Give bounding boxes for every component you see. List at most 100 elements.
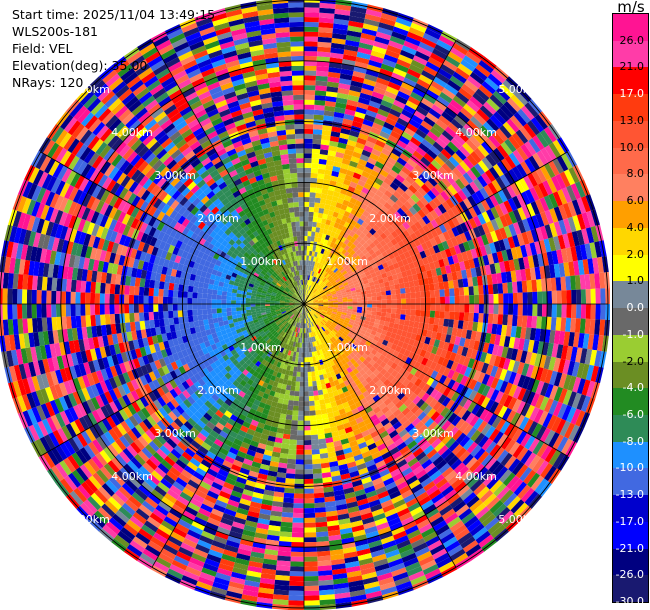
velocity-cell xyxy=(352,233,360,240)
velocity-cell xyxy=(339,286,345,291)
velocity-cell xyxy=(518,177,530,192)
velocity-cell xyxy=(438,281,445,290)
velocity-cell xyxy=(311,294,316,298)
velocity-cell xyxy=(451,181,462,193)
velocity-cell xyxy=(449,246,457,256)
velocity-cell xyxy=(562,202,573,219)
velocity-cell xyxy=(357,304,363,308)
velocity-cell xyxy=(377,26,393,36)
velocity-cell xyxy=(307,231,312,237)
velocity-cell xyxy=(567,201,577,217)
velocity-cell xyxy=(423,152,435,163)
velocity-cell xyxy=(369,228,377,236)
velocity-cell xyxy=(398,232,406,241)
velocity-cell xyxy=(409,240,417,249)
velocity-cell xyxy=(332,282,338,287)
velocity-cell xyxy=(345,35,361,43)
velocity-cell xyxy=(532,304,538,317)
velocity-cell xyxy=(372,238,380,246)
velocity-cell xyxy=(481,211,491,223)
velocity-cell xyxy=(406,256,413,264)
velocity-cell xyxy=(436,193,446,204)
velocity-cell xyxy=(410,22,427,33)
velocity-cell xyxy=(527,292,533,304)
velocity-cell xyxy=(364,194,373,202)
velocity-cell xyxy=(513,90,529,106)
velocity-cell xyxy=(288,449,297,455)
velocity-cell xyxy=(320,193,328,200)
velocity-cell xyxy=(367,304,373,308)
velocity-cell xyxy=(443,281,450,290)
velocity-cell xyxy=(464,295,470,304)
velocity-cell xyxy=(408,184,418,194)
velocity-cell xyxy=(350,156,360,164)
velocity-cell xyxy=(345,267,352,273)
velocity-cell xyxy=(291,532,304,538)
velocity-cell xyxy=(585,289,591,304)
velocity-cell xyxy=(304,211,309,217)
velocity-cell xyxy=(462,55,479,68)
velocity-cell xyxy=(317,298,323,301)
velocity-cell xyxy=(316,536,329,542)
velocity-cell xyxy=(464,230,472,242)
velocity-cell xyxy=(292,522,304,528)
velocity-cell xyxy=(381,295,387,300)
velocity-cell xyxy=(384,189,393,199)
velocity-cell xyxy=(381,272,388,279)
velocity-cell xyxy=(297,357,302,363)
velocity-cell xyxy=(310,256,315,262)
velocity-cell xyxy=(362,228,370,236)
velocity-cell xyxy=(414,285,421,293)
velocity-cell xyxy=(321,265,326,271)
velocity-cell xyxy=(412,55,428,66)
velocity-cell xyxy=(398,183,409,192)
velocity-cell xyxy=(470,151,482,164)
velocity-cell xyxy=(459,175,470,187)
velocity-cell xyxy=(376,274,383,280)
velocity-cell xyxy=(413,110,426,121)
velocity-cell xyxy=(337,87,350,95)
velocity-cell xyxy=(320,198,327,205)
velocity-cell xyxy=(499,202,509,215)
velocity-cell xyxy=(379,239,387,247)
velocity-cell xyxy=(311,454,321,460)
velocity-cell xyxy=(328,270,334,276)
velocity-cell xyxy=(368,100,381,109)
velocity-cell xyxy=(467,239,476,250)
velocity-cell xyxy=(435,251,443,261)
velocity-cell xyxy=(337,224,344,231)
velocity-cell xyxy=(376,311,382,317)
velocity-cell xyxy=(406,31,423,42)
velocity-cell xyxy=(347,25,363,33)
velocity-cell xyxy=(335,278,341,283)
velocity-cell xyxy=(394,227,403,236)
velocity-cell xyxy=(290,566,304,572)
velocity-cell xyxy=(357,47,372,55)
velocity-cell xyxy=(372,193,382,202)
velocity-cell xyxy=(311,148,321,154)
velocity-cell xyxy=(493,293,499,304)
velocity-cell xyxy=(438,213,448,224)
velocity-cell xyxy=(576,304,582,319)
velocity-cell xyxy=(364,114,376,123)
velocity-cell xyxy=(363,145,374,153)
velocity-cell xyxy=(406,158,418,168)
velocity-cell xyxy=(546,291,553,304)
velocity-cell xyxy=(307,297,312,301)
velocity-cell xyxy=(451,152,463,164)
velocity-cell xyxy=(506,118,520,133)
velocity-cell xyxy=(344,108,356,117)
velocity-cell xyxy=(373,40,389,50)
velocity-cell xyxy=(494,204,504,217)
velocity-cell xyxy=(490,69,506,84)
velocity-cell xyxy=(571,289,577,304)
velocity-cell xyxy=(312,143,321,150)
velocity-cell xyxy=(328,252,334,258)
velocity-cell xyxy=(453,192,464,204)
velocity-cell xyxy=(542,291,548,304)
velocity-cell xyxy=(503,304,509,315)
velocity-cell xyxy=(356,163,366,171)
velocity-cell xyxy=(283,492,295,499)
velocity-cell xyxy=(330,259,336,265)
velocity-cell xyxy=(386,259,393,267)
